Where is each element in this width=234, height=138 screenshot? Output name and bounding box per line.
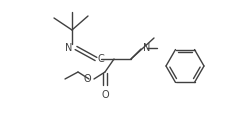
Text: N: N xyxy=(65,43,72,53)
Text: N: N xyxy=(143,43,150,53)
Text: O: O xyxy=(83,74,91,84)
Text: C: C xyxy=(98,54,105,64)
Text: O: O xyxy=(101,90,109,100)
